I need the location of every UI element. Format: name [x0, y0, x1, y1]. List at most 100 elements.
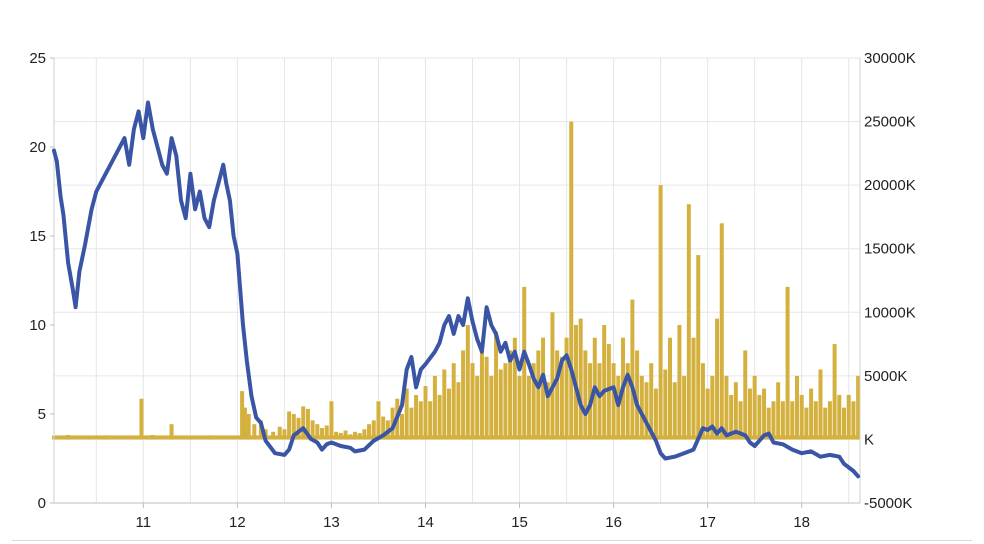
volume-bar — [738, 401, 743, 440]
volume-bar — [757, 394, 762, 440]
volume-bar — [84, 435, 89, 440]
volume-bar — [851, 401, 856, 440]
volume-bar — [432, 375, 437, 440]
volume-bar — [611, 363, 616, 440]
volume-bar — [799, 394, 804, 440]
volume-bar — [729, 394, 734, 440]
y-right-tick-label: 25000K — [864, 114, 916, 131]
volume-bar — [545, 382, 550, 440]
volume-bar — [442, 369, 447, 440]
x-tick-label: 12 — [229, 514, 246, 531]
volume-bar — [338, 433, 343, 440]
volume-bar — [484, 356, 489, 440]
y-right-tick-label: 15000K — [864, 241, 916, 258]
volume-bar — [461, 350, 466, 440]
volume-bar — [428, 401, 433, 440]
volume-bar — [555, 350, 560, 440]
volume-bar — [404, 388, 409, 440]
x-tick-label: 18 — [793, 514, 810, 531]
volume-bar — [376, 401, 381, 440]
volume-bar — [644, 382, 649, 440]
volume-bar — [475, 375, 480, 440]
axes — [50, 57, 861, 508]
volume-bar — [715, 318, 720, 440]
volume-bar — [776, 382, 781, 440]
volume-bar — [771, 401, 776, 440]
x-tick-label: 15 — [511, 514, 528, 531]
volume-bar — [489, 375, 494, 440]
volume-bar — [794, 375, 799, 440]
volume-bar — [536, 350, 541, 440]
volume-bar — [357, 433, 362, 440]
volume-bar — [606, 344, 611, 440]
volume-bar — [479, 344, 484, 440]
volume-bar — [583, 350, 588, 440]
volume-bar — [827, 401, 832, 440]
volume-bar — [780, 401, 785, 440]
volume-bar — [677, 325, 682, 440]
volume-bar — [818, 369, 823, 440]
y-left-tick-label: 25 — [29, 50, 46, 67]
volume-bar — [242, 407, 247, 440]
volume-bar — [639, 375, 644, 440]
volume-bar — [823, 407, 828, 440]
volume-bar — [550, 312, 555, 440]
volume-bar — [240, 391, 245, 440]
volume-bar — [686, 204, 691, 440]
volume-bar — [139, 398, 144, 440]
volume-bar — [790, 401, 795, 440]
volume-bar — [334, 431, 339, 440]
volume-bar — [569, 121, 574, 440]
volume-bar — [367, 424, 372, 440]
volume-bar — [766, 407, 771, 440]
volume-bar — [719, 223, 724, 440]
x-tick-label: 17 — [699, 514, 716, 531]
volume-bar — [188, 435, 193, 440]
volume-bar — [691, 337, 696, 440]
volume-bars — [52, 121, 861, 440]
volume-bar — [733, 382, 738, 440]
volume-bar — [371, 420, 376, 440]
y-right-tick-label: 20000K — [864, 177, 916, 194]
volume-bar — [66, 434, 71, 440]
volume-bar — [437, 394, 442, 440]
volume-bar — [291, 414, 296, 440]
volume-bar — [381, 416, 386, 440]
volume-bar — [809, 388, 814, 440]
volume-bar — [470, 363, 475, 440]
y-right-tick-label: 30000K — [864, 50, 916, 67]
price-line-series — [52, 100, 861, 479]
volume-bar — [301, 406, 306, 440]
volume-bar — [668, 337, 673, 440]
volume-bar — [282, 429, 287, 440]
volume-bar — [512, 337, 517, 440]
volume-bar — [635, 350, 640, 440]
volume-bar — [207, 435, 212, 440]
volume-bar — [498, 369, 503, 440]
volume-bar — [696, 255, 701, 440]
volume-bar — [494, 331, 499, 440]
y-left-tick-label: 15 — [29, 228, 46, 245]
volume-bar — [625, 363, 630, 440]
y-left-tick-label: 10 — [29, 317, 46, 334]
volume-bar — [700, 363, 705, 440]
volume-bar — [320, 427, 325, 440]
volume-bar — [522, 286, 527, 440]
y-left-tick-label: 0 — [38, 495, 46, 512]
volume-bar — [578, 318, 583, 440]
volume-bar — [252, 424, 257, 440]
volume-bar — [597, 363, 602, 440]
volume-bar — [649, 363, 654, 440]
volume-bar — [169, 424, 174, 440]
volume-bar — [271, 431, 276, 440]
volume-bar — [663, 369, 668, 440]
volume-bar — [122, 435, 127, 440]
volume-bar — [856, 375, 861, 440]
volume-bar — [305, 408, 310, 440]
volume-bar — [846, 394, 851, 440]
price-line — [52, 100, 861, 479]
volume-bar — [324, 425, 329, 440]
volume-bar — [630, 299, 635, 440]
volume-bar — [465, 325, 470, 440]
